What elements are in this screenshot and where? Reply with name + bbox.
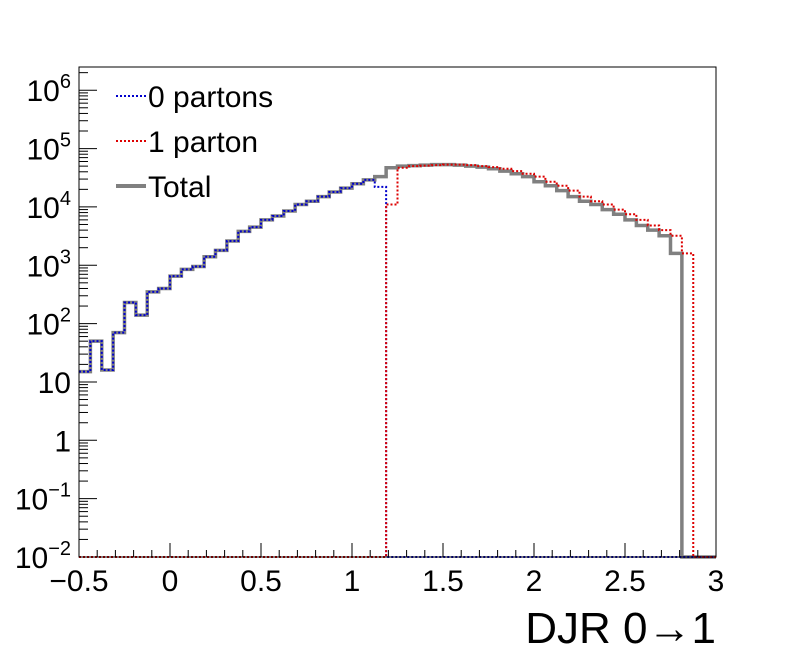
series-total-line [79, 162, 716, 559]
x-tick-label: 3 [708, 565, 725, 598]
y-tick-label: 103 [27, 246, 72, 283]
x-tick-label: 1.5 [422, 565, 464, 598]
ticks-layer: −0.5 0 0.5 1 1.5 2 2.5 3 10−2 10−1 1 10 102 103 104 105… [15, 71, 725, 598]
y-tick-label: 10−1 [15, 480, 71, 517]
x-tick-label: 0 [162, 565, 179, 598]
y-tick-label: 1 [54, 425, 71, 458]
y-tick-label: 10−2 [15, 538, 71, 575]
y-tick-label: 102 [27, 305, 72, 342]
x-tick-label: 0.5 [240, 565, 282, 598]
x-tick-label: 2.5 [604, 565, 646, 598]
x-tick-label: 1 [344, 565, 361, 598]
y-tick-label: 106 [27, 71, 72, 108]
x-axis-title: DJR 0→1 [525, 604, 716, 653]
y-tick-label: 105 [27, 130, 72, 167]
legend: 0 partons 1 parton Total [116, 81, 273, 204]
x-tick-label: −0.5 [49, 565, 108, 598]
y-tick-label: 104 [27, 188, 72, 225]
legend-label-total: Total [148, 171, 211, 204]
series-0-partons-line [79, 178, 716, 558]
y-tick-label: 10 [38, 367, 71, 400]
legend-label-0-partons: 0 partons [148, 81, 273, 114]
legend-label-1-parton: 1 parton [148, 126, 258, 159]
plot-frame [78, 66, 717, 558]
x-tick-label: 2 [526, 565, 543, 598]
